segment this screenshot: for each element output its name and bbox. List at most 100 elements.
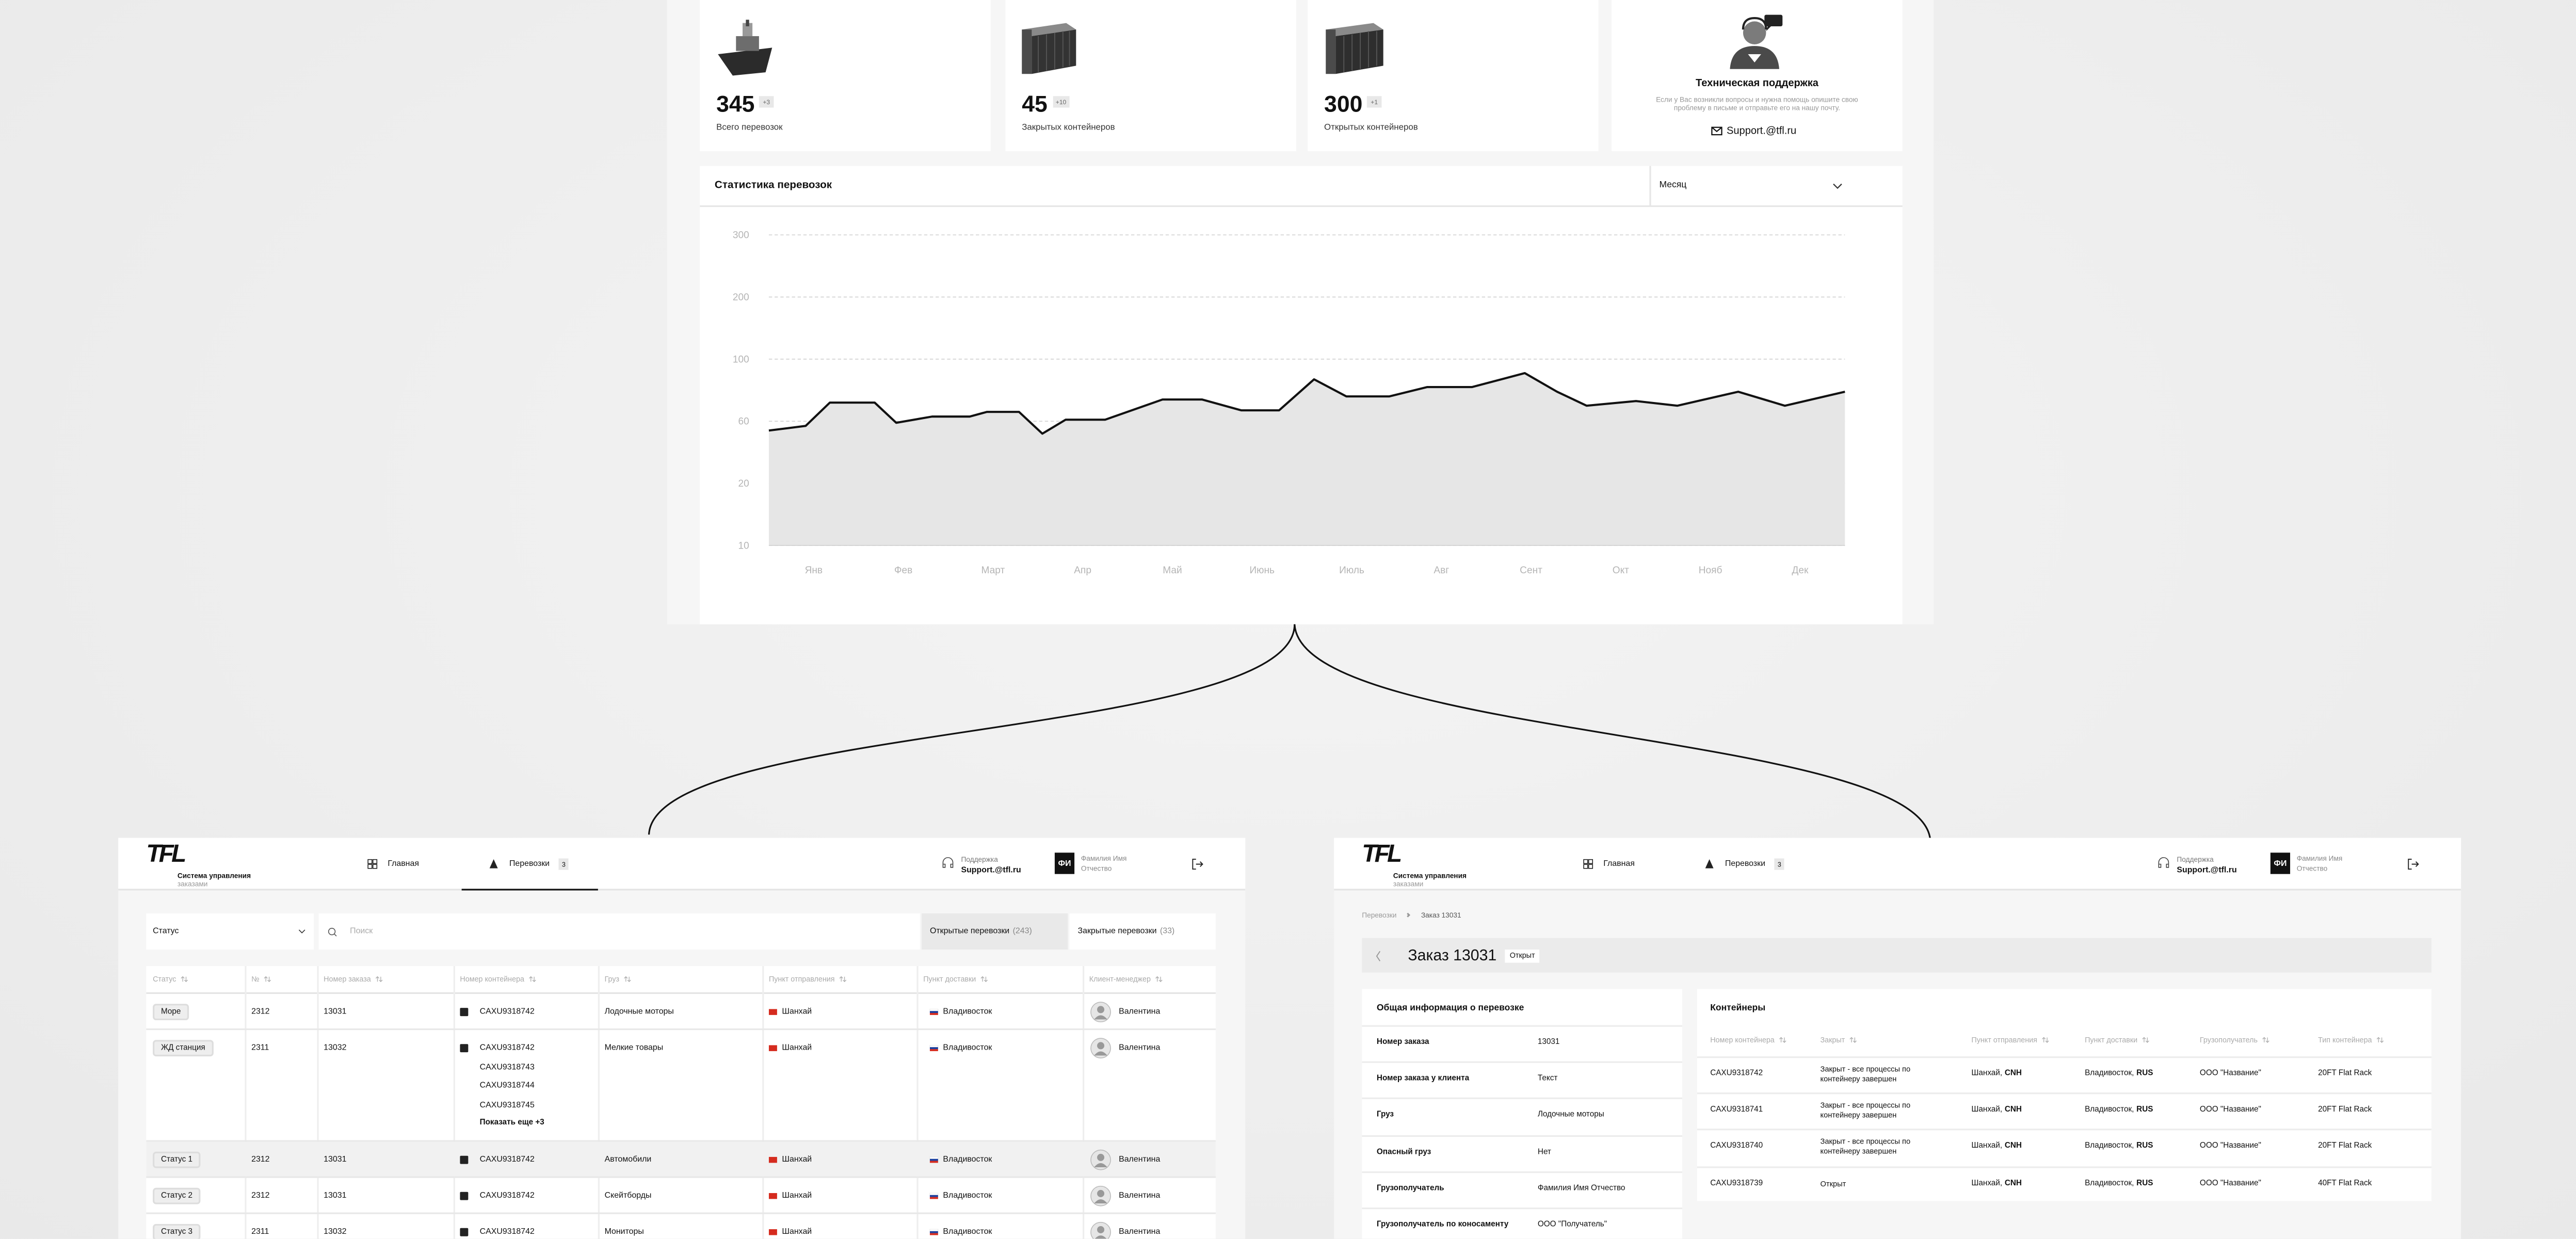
cell: 20FT Flat Rack [2318,1106,2372,1115]
nav-item[interactable]: Перевозки [1725,859,1766,870]
logo-subtitle: Система управления [1393,871,1467,880]
cell: Шанхай [782,1007,812,1017]
nav-active-underline [461,888,598,890]
cell: Шанхай, [1971,1106,2003,1115]
cell: Скейтборды [604,1191,652,1201]
tab-label: Открытые перевозки [929,926,1010,937]
nav-item[interactable]: Главная [388,859,419,870]
container-icon [1326,23,1383,74]
nav-item[interactable]: Главная [1603,859,1635,870]
area [768,373,1845,545]
cell: Владивосток [943,1007,992,1017]
x-tick-label: Фев [894,565,912,576]
breadcrumb: Заказ 13031 [1421,911,1461,920]
info-value: 13031 [1537,1039,1560,1048]
cell: 2311 [251,1227,269,1237]
cell: Владивосток [943,1191,992,1201]
table-row[interactable] [1697,1056,2432,1092]
support-email[interactable]: Support.@tfl.ru [961,865,1021,876]
cell: Закрыт - все процессы по контейнеру заве… [1820,1065,1911,1083]
table-row[interactable] [146,1178,1216,1214]
support-label: Поддержка [961,855,998,864]
order-status: Открыт [1505,948,1540,962]
table-row[interactable] [1697,1166,2432,1202]
column-header: Пункт отправления [1971,1036,2037,1044]
y-tick-label: 300 [733,230,749,241]
cell: Владивосток [943,1227,992,1237]
title-bar [1362,938,2432,973]
status-chip: ЖД станция [153,1040,214,1057]
logo-subtitle: Система управления [177,871,251,880]
cell: 20FT Flat Rack [2318,1143,2372,1152]
table-row[interactable] [1697,1129,2432,1165]
stat-delta: +3 [759,96,774,108]
search-input[interactable] [318,913,920,950]
support-email[interactable]: Support.@tfl.ru [1727,125,1797,137]
user-avatar [1054,852,1075,874]
support-email[interactable]: Support.@tfl.ru [2177,865,2237,876]
table-row[interactable] [1697,1092,2432,1129]
cell: CAXU9318741 [1710,1106,1763,1115]
y-tick-label: 10 [738,540,749,551]
cell: Закрыт - все процессы по контейнеру заве… [1820,1101,1911,1119]
cell: Владивосток, [2085,1070,2134,1079]
x-tick-label: Янв [805,565,823,576]
x-tick-label: Март [981,565,1005,576]
breadcrumb[interactable]: Перевозки [1362,911,1397,920]
info-row-border [1362,1025,1683,1026]
tab[interactable] [1069,913,1216,950]
container-number: CAXU9318742 [479,1043,535,1053]
container-number: CAXU9318744 [479,1081,535,1091]
x-tick-label: Нояб [1699,565,1722,576]
cell: CNH [2004,1180,2022,1188]
info-row-border [1362,1098,1683,1099]
column-header: Клиент-менеджер [1089,975,1151,984]
status-select[interactable] [146,913,314,950]
mail-icon [1711,126,1722,136]
column-separator [1083,966,1084,1239]
cell: Владивосток [943,1155,992,1165]
cell: Шанхай [782,1227,812,1237]
info-value: Текст [1537,1075,1558,1084]
select-chevron [1833,183,1842,189]
container-number: CAXU9318742 [479,1007,535,1017]
user-initials: ФИ [1058,858,1071,868]
column-header: Закрыт [1820,1036,1845,1044]
container-number: CAXU9318743 [479,1062,535,1072]
cell: Владивосток, [2085,1106,2134,1115]
container-number: CAXU9318745 [479,1100,535,1110]
support-title: Техническая поддержка [1695,78,1818,90]
cell: RUS [2136,1180,2153,1188]
cell: CAXU9318739 [1710,1180,1763,1188]
table-row[interactable] [146,1214,1216,1239]
info-row-border [1362,1171,1683,1172]
cell: Шанхай [782,1155,812,1165]
line [768,372,1845,435]
tab[interactable] [922,913,1068,950]
period-select[interactable]: Месяц [1659,181,1687,191]
stat-label: Открытых контейнеров [1324,122,1418,133]
cell: Шанхай [782,1191,812,1201]
column-separator [762,966,763,1239]
cell: Владивосток, [2085,1180,2134,1188]
table-row[interactable] [146,994,1216,1031]
x-tick-label: Дек [1792,565,1809,576]
x-tick-label: Июнь [1249,565,1275,576]
show-more[interactable]: Показать еще +3 [479,1119,544,1127]
support-text: Если у Вас возникли вопросы и нужна помо… [1656,95,1858,112]
column-separator [317,966,318,1239]
nav-item[interactable]: Перевозки [509,859,550,870]
stat-card [1308,0,1599,151]
x-tick-label: Сент [1520,565,1542,576]
cell: Валентина [1119,1227,1161,1237]
table-row[interactable] [146,1141,1216,1178]
x-tick-label: Окт [1613,565,1629,576]
table-row[interactable] [146,1030,1216,1142]
cell: 13031 [324,1155,347,1165]
stat-delta: +10 [1052,96,1070,108]
column-separator [453,966,455,1239]
container-icon [1022,23,1076,74]
cell: Закрыт - все процессы по контейнеру заве… [1820,1137,1911,1156]
cell: 13031 [324,1007,347,1017]
cell: 13032 [324,1043,347,1053]
